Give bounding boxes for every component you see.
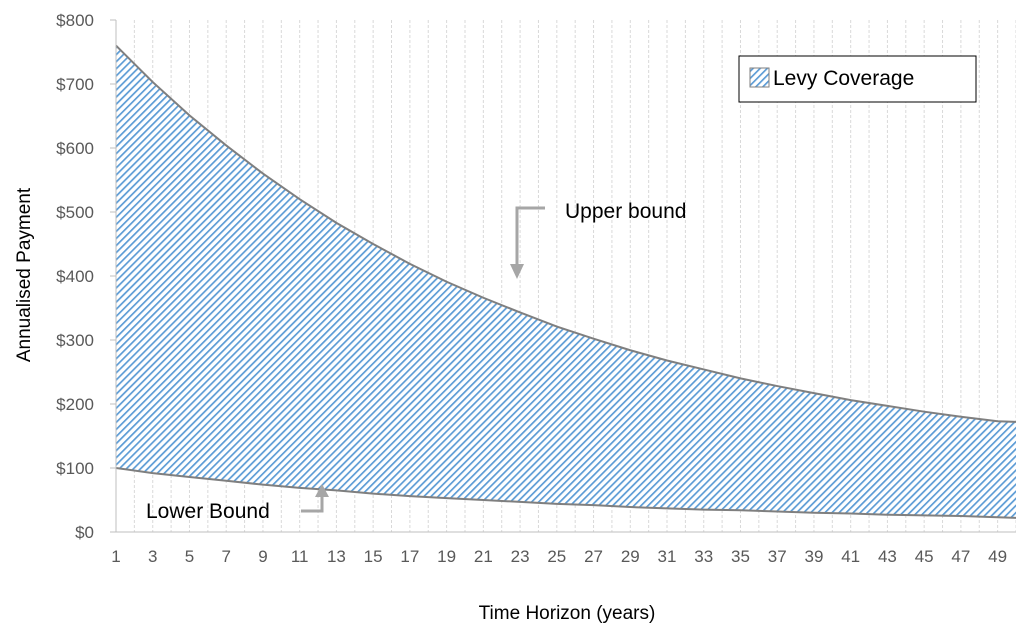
y-tick-label: $400 <box>56 267 94 286</box>
y-tick-label: $500 <box>56 203 94 222</box>
x-tick-label: 41 <box>841 547 860 566</box>
lower-bound-label: Lower Bound <box>146 500 270 523</box>
x-tick-label: 11 <box>291 547 309 566</box>
upper-bound-arrow-icon <box>510 264 524 279</box>
x-tick-label: 35 <box>731 547 750 566</box>
x-tick-label: 45 <box>915 547 934 566</box>
x-tick-label: 29 <box>621 547 640 566</box>
y-axis-title: Annualised Payment <box>14 187 35 362</box>
annotation-lower: Lower Bound <box>146 484 329 523</box>
lower-bound-line <box>115 467 1016 519</box>
lower-bound-leader <box>301 496 324 513</box>
upper-bound-label: Upper bound <box>565 200 686 223</box>
x-tick-label: 13 <box>327 547 346 566</box>
x-tick-label: 5 <box>185 547 194 566</box>
x-tick-label: 43 <box>878 547 897 566</box>
x-tick-label: 15 <box>364 547 383 566</box>
levy-coverage-area <box>116 45 1016 518</box>
x-tick-label: 21 <box>474 547 493 566</box>
x-tick-label: 3 <box>148 547 157 566</box>
y-tick-label: $700 <box>56 75 94 94</box>
x-axis-title: Time Horizon (years) <box>479 603 656 624</box>
plot-area <box>115 44 1016 519</box>
x-tick-label: 25 <box>547 547 566 566</box>
x-tick-label: 37 <box>768 547 787 566</box>
x-tick-label: 27 <box>584 547 603 566</box>
y-tick-label: $100 <box>56 459 94 478</box>
x-tick-label: 23 <box>511 547 530 566</box>
y-tick-label: $800 <box>56 11 94 30</box>
x-tick-label: 31 <box>658 547 677 566</box>
y-tick-label: $200 <box>56 395 94 414</box>
x-tick-label: 17 <box>400 547 419 566</box>
x-tick-label: 19 <box>437 547 456 566</box>
legend: Levy Coverage <box>738 55 977 103</box>
x-tick-label: 9 <box>258 547 267 566</box>
x-tick-label: 7 <box>221 547 230 566</box>
legend-box <box>738 55 977 103</box>
y-tick-label: $300 <box>56 331 94 350</box>
legend-label: Levy Coverage <box>773 67 914 90</box>
legend-swatch <box>749 67 770 88</box>
x-tick-label: 49 <box>988 547 1007 566</box>
x-tick-label: 39 <box>804 547 823 566</box>
y-tick-label: $0 <box>75 523 94 542</box>
x-tick-label: 33 <box>694 547 713 566</box>
upper-bound-leader <box>515 206 545 265</box>
y-tick-label: $600 <box>56 139 94 158</box>
annotation-upper: Upper bound <box>510 200 686 279</box>
lower-bound-arrow-icon <box>315 484 329 497</box>
x-tick-label: 1 <box>111 547 120 566</box>
x-tick-label: 47 <box>951 547 970 566</box>
upper-bound-line <box>115 44 1016 423</box>
